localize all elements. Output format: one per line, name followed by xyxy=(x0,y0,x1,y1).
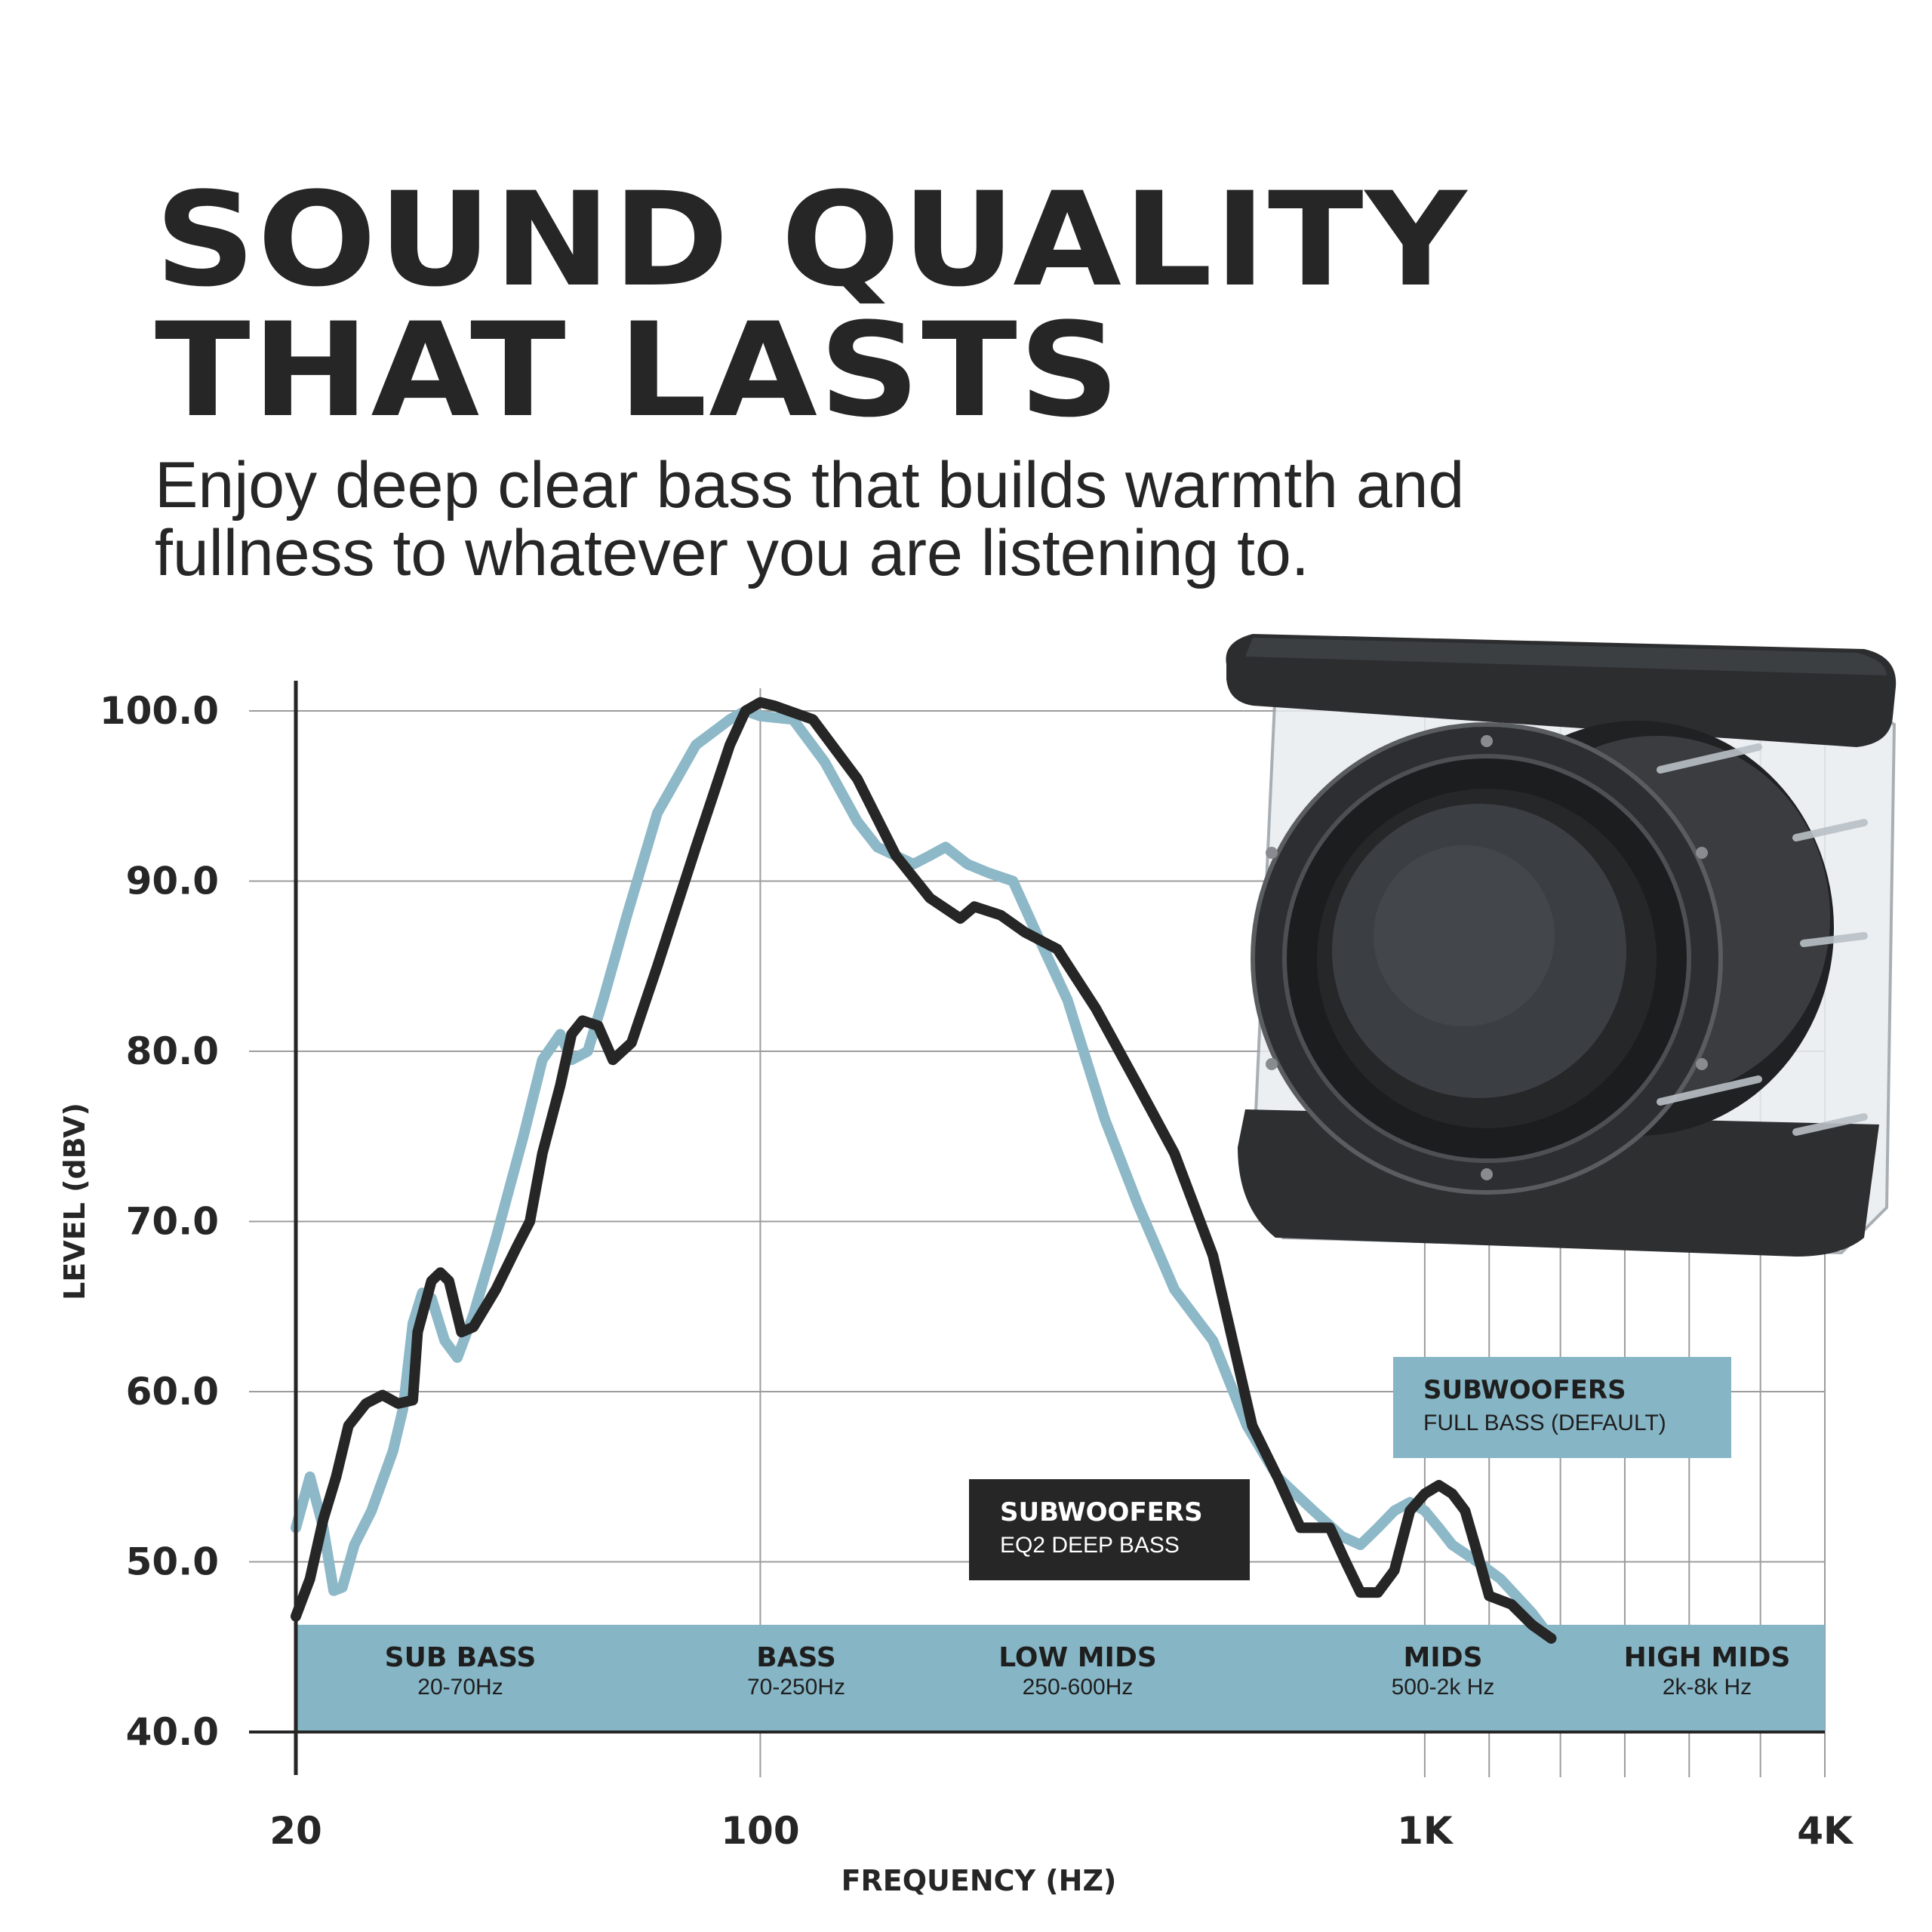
speaker-illustration xyxy=(1226,634,1897,1257)
series-label-boxes: SUBWOOFERS FULL BASS (DEFAULT) SUBWOOFERS E… xyxy=(969,1357,1731,1580)
band-range: 70-250Hz xyxy=(747,1675,845,1700)
band-range: 2k-8k Hz xyxy=(1663,1675,1752,1700)
y-tick-label: 100.0 xyxy=(100,689,219,733)
band-name: HIGH MIDS xyxy=(1624,1642,1791,1673)
series-label-title: SUBWOOFERS xyxy=(1000,1497,1203,1527)
band-name: LOW MIDS xyxy=(998,1642,1157,1673)
series-line-full-bass xyxy=(291,706,1557,1644)
x-tick-label: 100 xyxy=(721,1809,799,1853)
x-tick-label: 1K xyxy=(1397,1809,1454,1853)
band-range: 20-70Hz xyxy=(417,1675,503,1700)
series-label-box xyxy=(1393,1357,1731,1458)
band-name: MIDS xyxy=(1403,1642,1482,1673)
y-tick-label: 50.0 xyxy=(126,1540,219,1584)
series-line-deep-bass xyxy=(291,697,1557,1644)
band-name: BASS xyxy=(756,1642,836,1673)
subtitle-line-2: fullness to whatever you are listening t… xyxy=(155,517,1309,589)
x-axis-title: FREQUENCY (HZ) xyxy=(841,1864,1117,1897)
headline-line-1: SOUND QUALITY xyxy=(155,164,1469,315)
headline-line-2: THAT LASTS xyxy=(155,294,1121,446)
band-strip xyxy=(296,1624,1825,1732)
band-range: 500-2k Hz xyxy=(1392,1675,1495,1700)
y-tick-label: 80.0 xyxy=(126,1029,219,1073)
series-label-sub: EQ2 DEEP BASS xyxy=(1000,1533,1180,1558)
y-axis-title: LEVEL (dBV) xyxy=(58,1103,91,1300)
y-tick-label: 90.0 xyxy=(126,860,219,903)
chart-axes: 100.0 90.0 80.0 70.0 60.0 50.0 40.0 20 100 1K 4K FR… xyxy=(58,681,1854,1897)
y-tick-label: 70.0 xyxy=(126,1200,219,1244)
x-tick-label: 4K xyxy=(1797,1809,1854,1853)
y-tick-label: 60.0 xyxy=(126,1370,219,1414)
x-tick-label: 20 xyxy=(269,1809,322,1853)
series-label-sub: FULL BASS (DEFAULT) xyxy=(1423,1411,1666,1435)
y-tick-label: 40.0 xyxy=(126,1710,219,1754)
band-name: SUB BASS xyxy=(385,1642,537,1673)
series-lines xyxy=(291,697,1557,1644)
subtitle-line-1: Enjoy deep clear bass that builds warmth… xyxy=(155,449,1465,521)
series-label-box xyxy=(969,1479,1250,1580)
series-label-title: SUBWOOFERS xyxy=(1423,1375,1626,1405)
band-range: 250-600Hz xyxy=(1023,1675,1134,1700)
